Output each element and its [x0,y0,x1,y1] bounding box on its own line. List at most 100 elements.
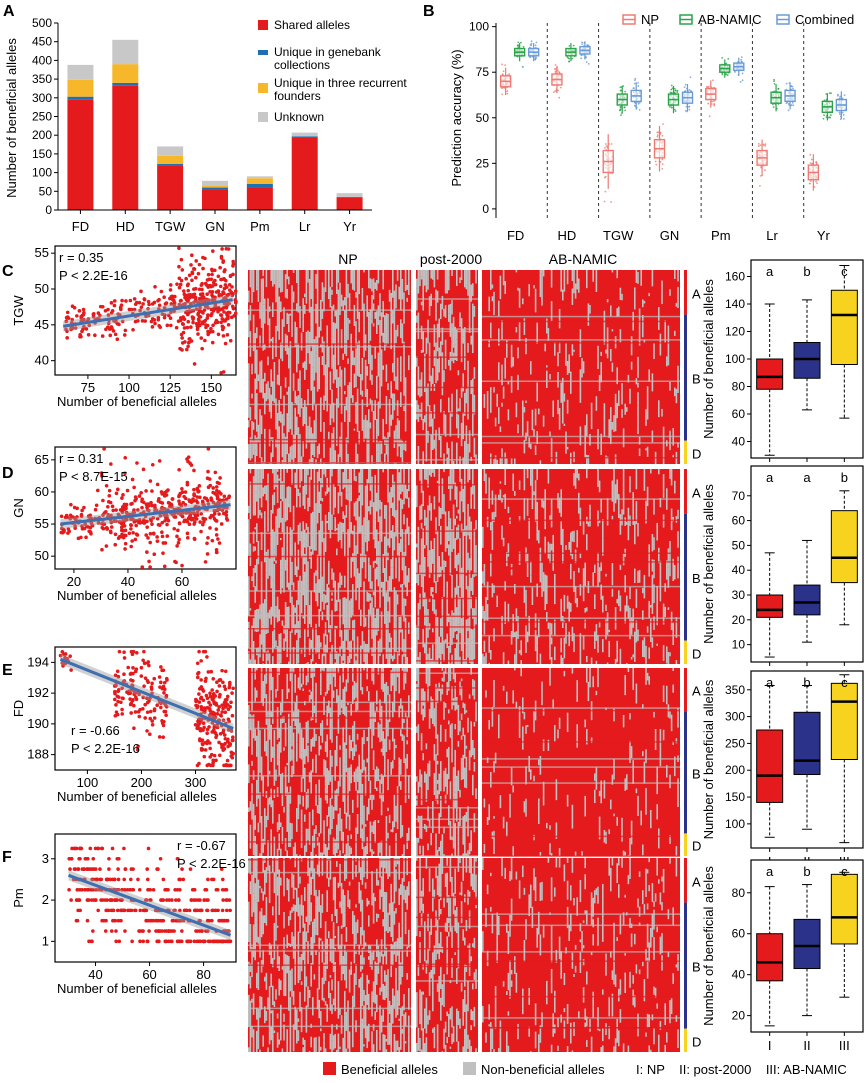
scatter-point [190,270,195,275]
scatter-ytick-label: 1 [42,933,49,948]
scatter-point [146,660,151,664]
heatmap-cell [272,656,274,664]
scatter-point [182,908,187,913]
heatmap-cell [376,279,378,291]
scatter-point [122,502,127,507]
heatmap-cell [440,435,442,458]
heatmap-cell [473,305,476,317]
heatmap-cell [562,401,564,424]
heatmap-cell [377,370,380,377]
heatmap-cell [304,578,306,588]
heatmap-cell [280,476,282,499]
scatter-point [180,336,184,340]
heatmap-cell [666,356,668,361]
heatmap-cell [401,549,404,571]
scatter-point [88,846,93,851]
correlation-p: P < 2.2E-16 [177,856,246,871]
panel-b-jitter-point [661,134,664,137]
heatmap-cell [264,515,266,529]
scatter-point [178,908,182,913]
heatmap-cell [648,369,650,382]
heatmap-cell [297,360,300,364]
heatmap-cell [251,363,253,372]
heatmap-cell [272,537,274,558]
scatter-point [178,877,183,882]
heatmap-cell [368,427,370,431]
scatter-point [68,516,73,521]
panel-b-jitter-point [619,106,622,108]
scatter-point [209,669,214,674]
heatmap-cell [288,606,290,630]
heatmap-cell [352,350,354,366]
heatmap-cell [366,429,368,453]
scatter-point [179,257,184,262]
legend-genebank: Unique in genebank collections [274,45,384,72]
heatmap-cell [278,449,280,454]
heatmap-cell [248,444,250,459]
scatter-point [180,268,185,272]
heatmap-cell [490,270,492,290]
heatmap-cell [288,313,290,325]
panel-a-ytick-label: 500 [32,16,52,30]
heatmap-cell [472,309,474,316]
heatmap-cell [289,633,292,658]
heatmap-cell [265,270,268,288]
heatmap-cell [345,504,348,518]
heatmap-cell [353,502,356,517]
heatmap-cell [382,563,384,573]
scatter-point [104,483,109,488]
scatter-point [194,929,198,933]
heatmap-cell [326,360,328,369]
heatmap-cell [347,358,349,364]
heatmap-cell [302,486,304,496]
scatter-point [187,908,192,913]
heatmap-cell [356,411,359,432]
heatmap-cell [464,441,466,463]
scatter-point [123,471,127,476]
heatmap-cell [579,329,582,334]
scatter-point [152,716,157,720]
heatmap-cell [460,270,463,281]
scatter-point [147,663,151,668]
heatmap-cell [457,408,460,412]
heatmap-cell [605,349,607,354]
heatmap-cell [350,381,352,389]
heatmap-cell [560,270,562,292]
heatmap-cell [288,386,290,405]
heatmap-cell [272,337,274,360]
heatmap-cell [388,596,391,619]
heatmap-cell [486,391,489,406]
scatter-point [181,918,186,923]
panel-b-jitter-point [827,116,830,119]
scatter-point [234,300,238,304]
scatter-point [205,552,210,556]
heatmap-cell [560,382,562,403]
heatmap-cell [297,596,300,605]
heatmap-cell [262,487,264,497]
heatmap-cell [347,317,349,340]
heatmap-row-stripe [482,342,680,344]
heatmap-row-stripe [482,442,680,444]
heatmap-cell [563,393,566,402]
heatmap-cell [249,437,252,461]
heatmap-cell [433,270,436,288]
scatter-point [203,256,207,261]
scatter-point [221,918,225,923]
scatter-point [139,289,143,294]
heatmap-cell [302,407,304,427]
heatmap-cell [438,347,440,351]
heatmap-cell [393,603,396,622]
heatmap-cell [268,306,271,312]
heatmap-cell [522,400,524,410]
heatmap-cell [372,607,375,612]
heatmap-cell [275,352,277,357]
scatter-point [192,362,197,366]
heatmap-cell [331,568,333,574]
heatmap-cell [270,394,272,419]
scatter-point [165,678,169,682]
heatmap-cell [318,608,320,627]
heatmap-cell [310,270,312,287]
scatter-point [206,739,210,743]
heatmap-cell [542,270,545,277]
